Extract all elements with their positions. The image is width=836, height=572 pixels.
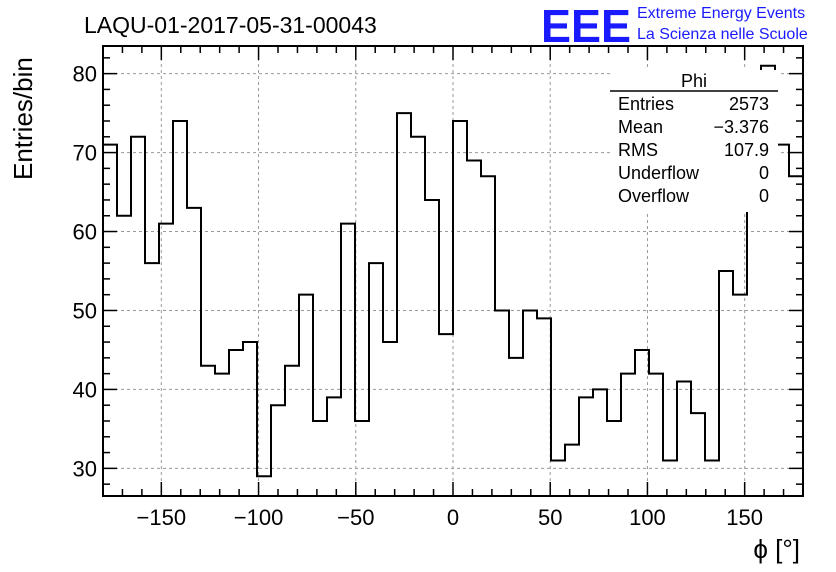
stats-label: Overflow — [618, 186, 690, 206]
stats-value: −3.376 — [713, 117, 769, 137]
stats-title: Phi — [681, 71, 707, 91]
x-tick-labels: −150 −100 −50 0 50 100 150 — [137, 505, 763, 530]
plot-frame — [102, 45, 804, 497]
histogram-series — [103, 64, 803, 478]
y-tick-label: 50 — [73, 298, 97, 323]
x-tick-label: 0 — [447, 505, 459, 530]
eee-logo: EEE — [541, 0, 631, 52]
y-tick-label: 70 — [73, 141, 97, 166]
stats-label: Underflow — [618, 163, 700, 183]
x-tick-label: 150 — [726, 505, 763, 530]
stats-label: RMS — [618, 140, 658, 160]
stats-value: 107.9 — [724, 140, 769, 160]
x-tick-label: 100 — [629, 505, 666, 530]
stats-box-background — [610, 70, 778, 212]
y-tick-labels: 30 40 50 60 70 80 — [73, 62, 97, 482]
y-tick-label: 40 — [73, 377, 97, 402]
x-tick-label: 50 — [538, 505, 562, 530]
stats-label: Entries — [618, 94, 674, 114]
stats-rows: Entries 2573 Mean −3.376 RMS 107.9 Underflow 0 O… — [618, 94, 769, 206]
stats-value: 2573 — [729, 94, 769, 114]
stats-value: 0 — [759, 163, 769, 183]
stats-value: 0 — [759, 186, 769, 206]
x-tick-label: −100 — [234, 505, 284, 530]
y-tick-label: 60 — [73, 220, 97, 245]
y-axis-title: Entries/bin — [8, 57, 38, 180]
axis-ticks — [102, 46, 804, 496]
x-tick-label: −50 — [337, 505, 374, 530]
logo-line-1: Extreme Energy Events — [637, 5, 805, 22]
y-tick-label: 30 — [73, 456, 97, 481]
stats-box: Phi Entries 2573 Mean −3.376 RMS 107.9 Underfl… — [610, 70, 778, 212]
y-tick-label: 80 — [73, 62, 97, 87]
logo-line-2: La Scienza nelle Scuole — [637, 26, 808, 43]
x-tick-label: −150 — [137, 505, 187, 530]
stats-label: Mean — [618, 117, 663, 137]
x-axis-title: ϕ [°] — [753, 534, 800, 564]
run-title: LAQU-01-2017-05-31-00043 — [84, 12, 377, 38]
